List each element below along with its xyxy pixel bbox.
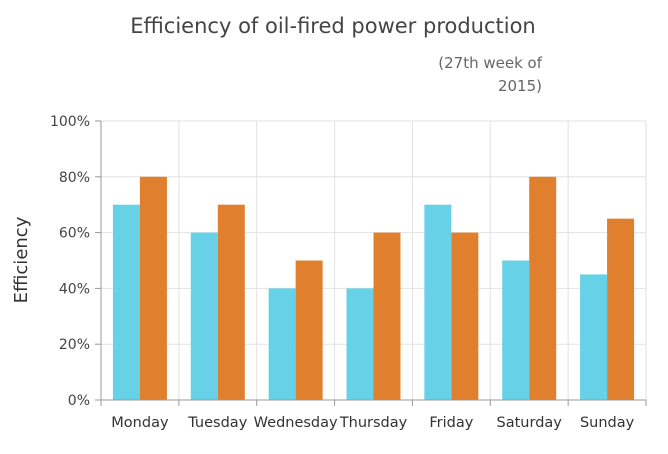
x-tick-label: Friday [429,415,473,431]
y-tick-label: 40% [59,281,90,297]
x-tick-label: Wednesday [254,415,338,431]
bar-series-1-wednesday [268,288,296,400]
bar-series-1-monday [112,204,140,400]
chart-subtitle-line-1: (27th week of [438,54,542,72]
bar-series-1-sunday [580,274,608,400]
y-tick-label: 60% [59,226,90,242]
x-tick-label: Monday [111,415,169,431]
bar-series-1-saturday [502,260,530,400]
bar-series-2-thursday [373,232,401,400]
y-tick-label: 80% [59,170,90,186]
bar-series-1-friday [424,204,452,400]
chart-title: Efficiency of oil-fired power production [130,14,536,38]
x-tick-label: Thursday [339,415,408,431]
bar-series-2-saturday [529,176,557,400]
bar-series-2-friday [451,232,479,400]
bar-series-2-tuesday [217,204,245,400]
bars [112,176,635,400]
chart-subtitle-line-2: 2015) [498,77,542,95]
bar-series-2-sunday [607,218,635,400]
bar-series-2-monday [139,176,167,400]
y-tick-label: 100% [50,114,90,130]
bar-series-1-tuesday [190,232,218,400]
x-tick-label: Sunday [580,415,635,431]
y-axis-label: Efficiency [11,216,32,303]
axes [95,120,647,406]
y-tick-label: 0% [68,393,90,409]
y-tick-label: 20% [59,337,90,353]
bar-series-1-thursday [346,288,374,400]
tick-labels: 0% 20% 40% 60% 80% 100% Monday Tuesday Wednesday… [50,114,635,431]
x-tick-label: Saturday [497,415,563,431]
bar-series-2-wednesday [295,260,323,400]
x-tick-label: Tuesday [187,415,247,431]
